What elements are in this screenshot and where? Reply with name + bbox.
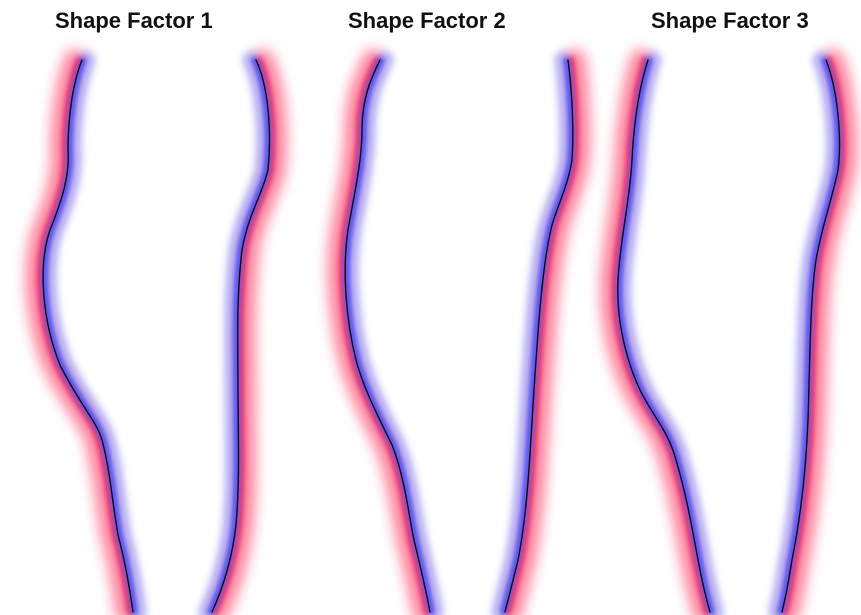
panel-title-3: Shape Factor 3 [651,8,809,33]
panel-2-left-boundary-line [344,59,431,613]
panel-2-left-boundary-blue-core [344,57,435,615]
panel-3-right-boundary-red-glow [778,49,858,615]
panel-1-left-boundary-blue-glow [39,51,147,615]
panel-1-left-boundary-blue-core [42,57,138,615]
panel-3-left-boundary-red-glow [599,49,714,615]
panel-1-left-boundary-red-glow [25,49,137,615]
panel-2-left-boundary-red-glow [327,49,434,615]
panel-3-right-boundary-blue-glow [768,51,844,615]
panel-2-right-boundary-red-glow [501,49,591,615]
panel-3-right-boundary-line [781,59,841,613]
panel-2-right-boundary-blue-core [500,57,574,615]
panel-1-right-boundary-blue-glow [198,51,274,615]
panel-2-right-boundary-line [504,59,574,613]
panel-3-left-boundary-blue-glow [613,51,724,615]
panel-2-right-boundary-blue-glow [491,51,577,615]
panel-1-right-boundary-blue-core [207,57,270,615]
panel-1-right-boundary-line [211,59,271,613]
panel-1-right-boundary-red-glow [208,49,288,615]
panel-2-left-boundary-blue-glow [341,51,444,615]
panel-3-right-boundary-blue-core [777,57,840,615]
panel-1-left-boundary-line [42,59,134,613]
panel-title-2: Shape Factor 2 [348,8,506,33]
panel-3-left-boundary-line [617,59,711,613]
panel-title-1: Shape Factor 1 [55,8,213,33]
panel-3-left-boundary-blue-core [617,57,715,615]
